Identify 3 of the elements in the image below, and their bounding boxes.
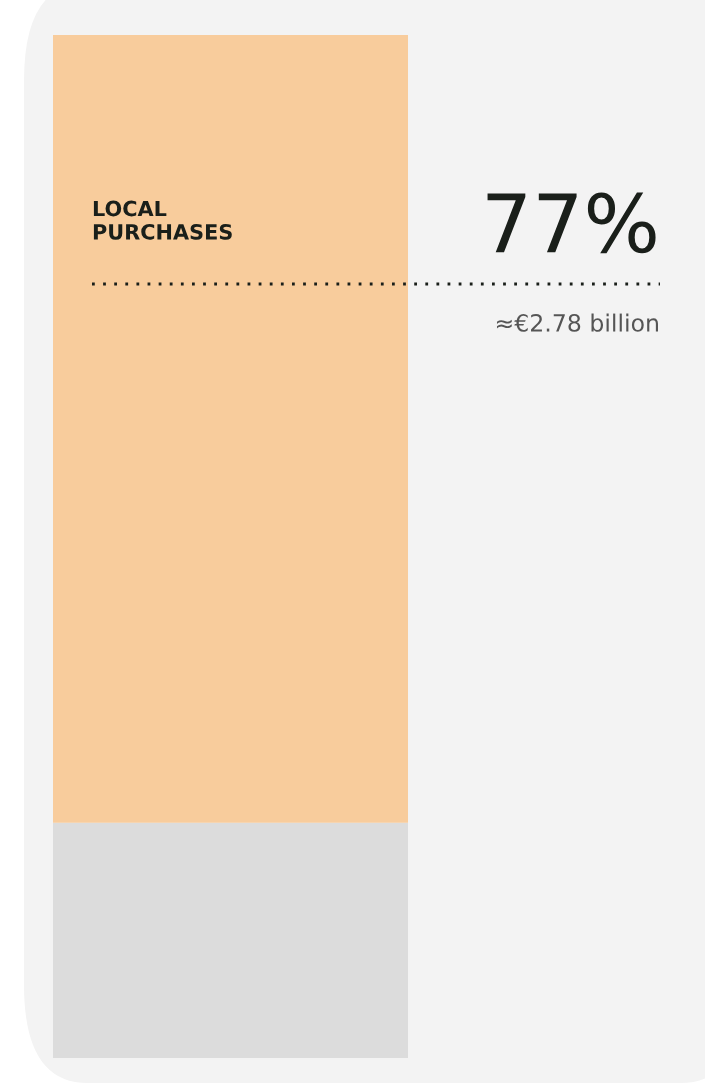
data-label: 77% [487, 192, 656, 254]
series-label: LOCAL PURCHASES [93, 200, 232, 240]
text: ≈€2.78 billion [496, 313, 658, 332]
